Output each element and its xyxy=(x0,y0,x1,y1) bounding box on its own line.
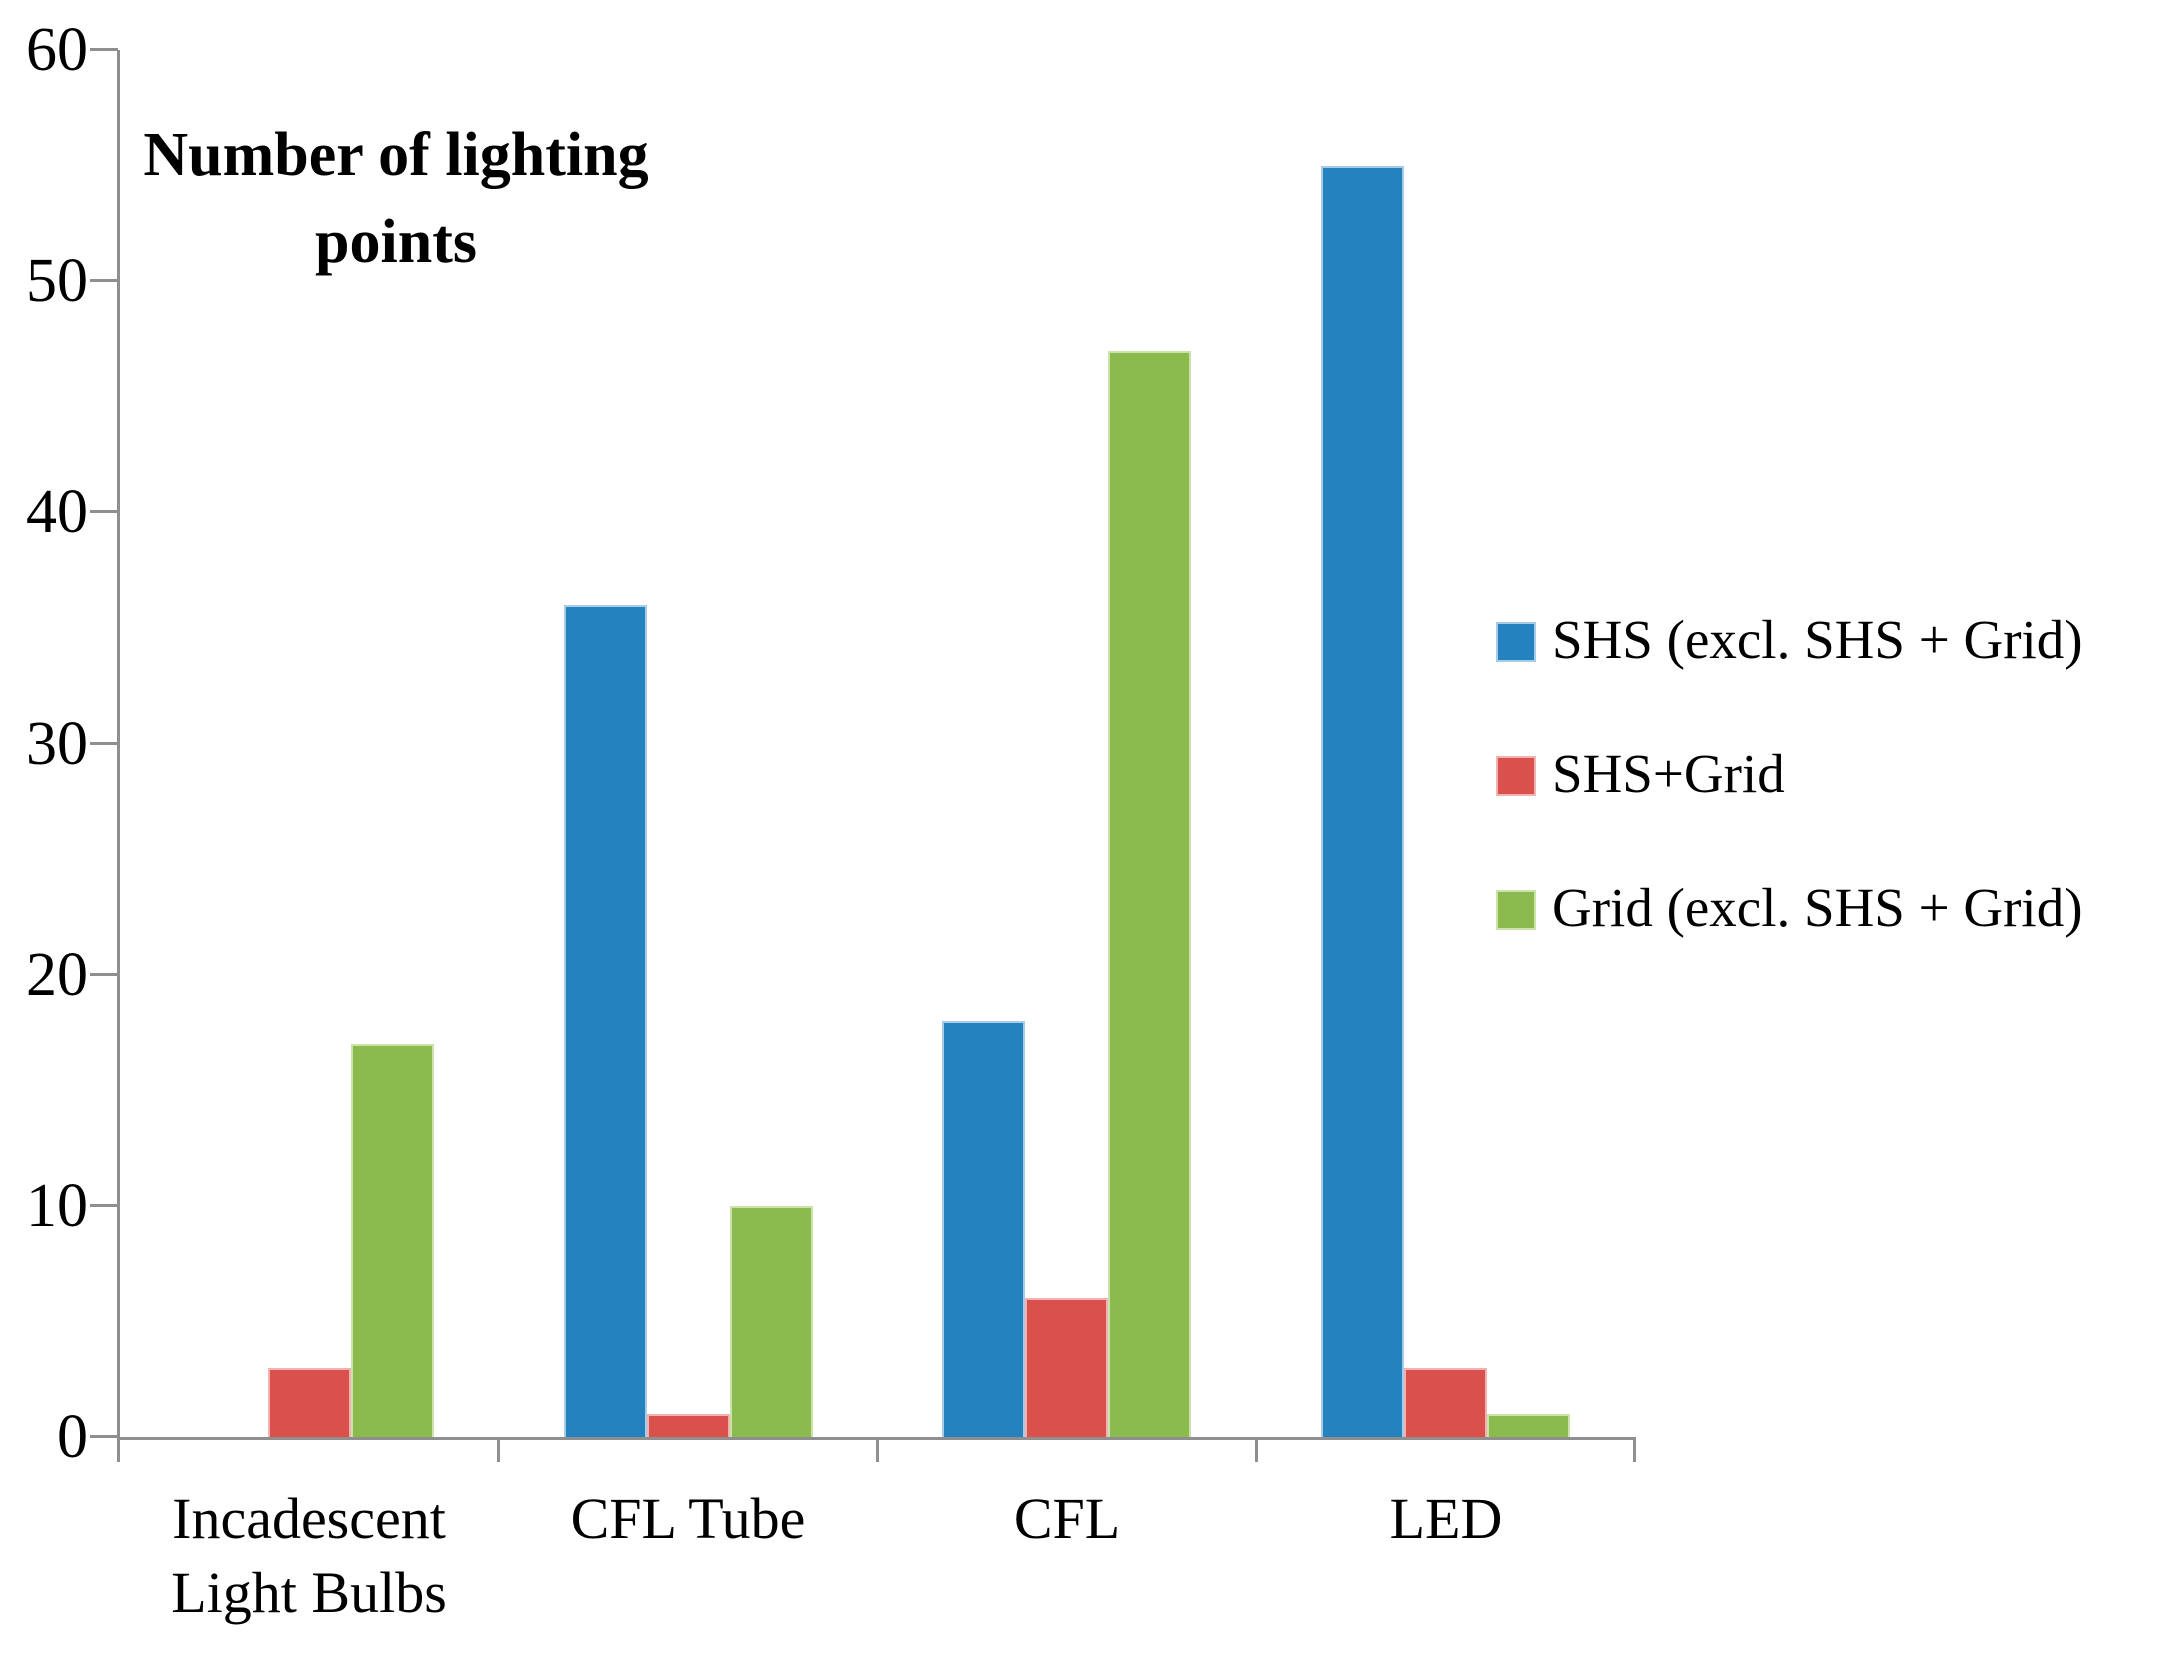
bar-cfl-tube-shs xyxy=(563,604,647,1437)
y-tick-label-20: 20 xyxy=(26,941,88,1009)
y-axis-line xyxy=(117,50,120,1460)
x-boundary-tick-4 xyxy=(1633,1437,1636,1462)
bar-cfl-grid xyxy=(1108,350,1192,1437)
bar-cfl-shs xyxy=(942,1020,1026,1437)
x-boundary-tick-3 xyxy=(1255,1437,1258,1462)
bar-group-cfl-tube xyxy=(499,50,878,1437)
legend-item-grid: Grid (excl. SHS + Grid) xyxy=(1496,877,2083,938)
legend-item-shs: SHS (excl. SHS + Grid) xyxy=(1496,609,2083,670)
y-tick-mark-40 xyxy=(90,510,118,513)
legend-label-shs: SHS (excl. SHS + Grid) xyxy=(1552,609,2083,670)
y-tick-label-30: 30 xyxy=(26,710,88,778)
x-category-label-led: LED xyxy=(1389,1486,1503,1551)
bar-group-incadescent xyxy=(120,50,499,1437)
legend-swatch-shs xyxy=(1496,621,1536,662)
y-tick-mark-0 xyxy=(90,1435,118,1438)
legend-label-grid: Grid (excl. SHS + Grid) xyxy=(1552,877,2083,938)
x-category-label-cfl: CFL xyxy=(1013,1486,1121,1551)
y-tick-label-10: 10 xyxy=(26,1172,88,1240)
y-tick-mark-50 xyxy=(90,279,118,282)
x-boundary-tick-2 xyxy=(876,1437,879,1462)
legend: SHS (excl. SHS + Grid) SHS+Grid Grid (ex… xyxy=(1496,609,2083,938)
y-tick-label-60: 60 xyxy=(26,16,88,84)
x-category-label-incadescent: Incadescent Light Bulbs xyxy=(171,1486,447,1626)
y-tick-mark-60 xyxy=(90,48,118,51)
bar-led-shs-grid xyxy=(1404,1367,1488,1437)
y-tick-label-0: 0 xyxy=(57,1403,88,1471)
y-tick-mark-10 xyxy=(90,1204,118,1207)
y-tick-label-50: 50 xyxy=(26,247,88,315)
plot-area: 0 10 20 30 40 50 60 xyxy=(26,16,1636,1471)
bar-cfl-tube-shs-grid xyxy=(646,1413,730,1437)
legend-swatch-grid xyxy=(1496,889,1536,930)
bar-incadescent-shs-grid xyxy=(267,1367,351,1437)
x-category-label-cfl-tube: CFL Tube xyxy=(570,1486,806,1551)
bar-cfl-shs-grid xyxy=(1025,1298,1109,1437)
bar-incadescent-grid xyxy=(350,1044,434,1437)
y-tick-mark-20 xyxy=(90,973,118,976)
x-boundary-tick-1 xyxy=(497,1437,500,1462)
legend-item-shs-grid: SHS+Grid xyxy=(1496,743,2083,804)
bar-led-shs xyxy=(1321,165,1405,1437)
bar-groups xyxy=(120,50,1635,1437)
y-tick-mark-30 xyxy=(90,742,118,745)
legend-label-shs-grid: SHS+Grid xyxy=(1552,743,1785,804)
legend-swatch-shs-grid xyxy=(1496,755,1536,796)
bar-group-cfl xyxy=(878,50,1257,1437)
y-axis-title: Number of lighting points xyxy=(143,121,649,276)
y-tick-label-40: 40 xyxy=(26,478,88,546)
x-boundary-tick-0 xyxy=(117,1437,120,1462)
bar-led-grid xyxy=(1487,1413,1571,1437)
bar-cfl-tube-grid xyxy=(729,1205,813,1437)
bar-group-led xyxy=(1256,50,1635,1437)
